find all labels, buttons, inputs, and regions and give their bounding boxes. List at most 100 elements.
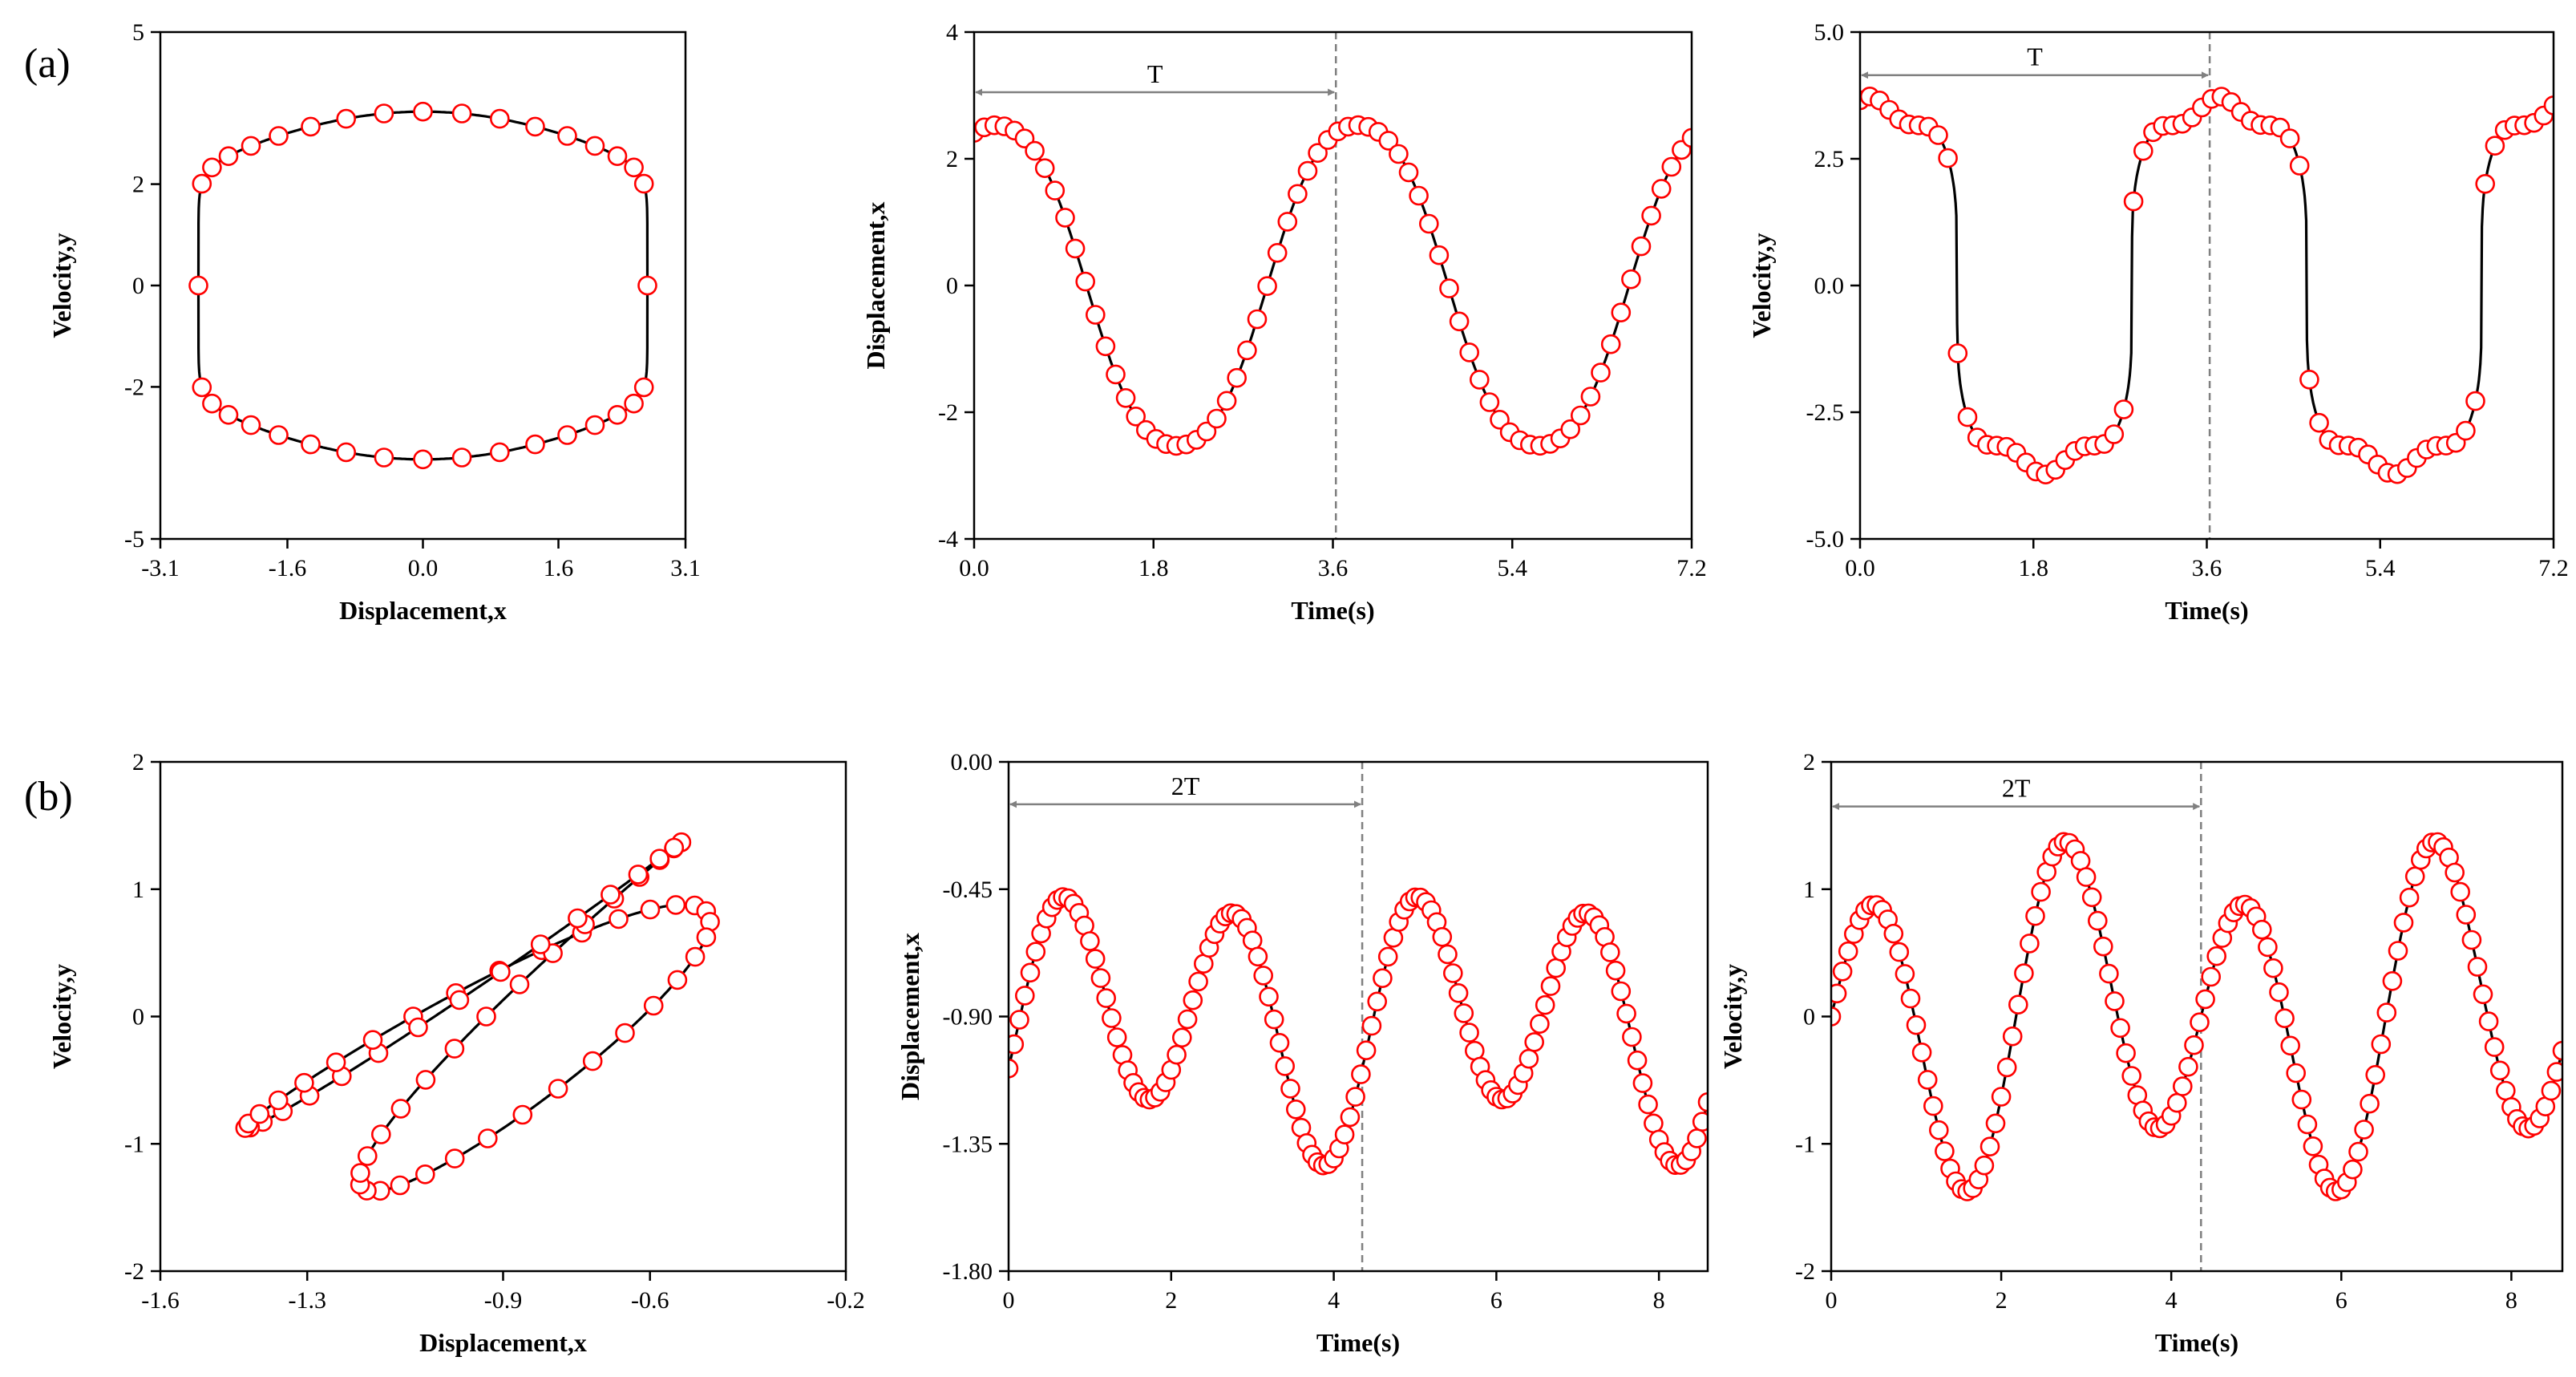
y-tick-label: -2: [1795, 1258, 1815, 1285]
data-point: [2376, 1002, 2397, 1023]
data-point: [2299, 369, 2319, 390]
data-point: [2399, 887, 2420, 908]
data-point: [1367, 991, 1387, 1012]
data-point: [1439, 278, 1459, 298]
x-tick-label: 6: [2335, 1287, 2348, 1314]
data-point: [664, 837, 685, 858]
y-tick-label: -1: [124, 1131, 144, 1157]
data-point: [370, 1124, 391, 1144]
data-point: [1045, 180, 1066, 200]
data-point: [1334, 1124, 1355, 1144]
data-point: [241, 136, 261, 156]
plot-frame: [159, 760, 847, 1273]
data-point: [1015, 986, 1035, 1006]
data-point: [1929, 1120, 1949, 1140]
x-tick-label: 5.4: [1498, 555, 1528, 581]
data-point: [1600, 334, 1621, 354]
y-tick-label: 0: [132, 1004, 144, 1031]
data-point: [2541, 1080, 2562, 1101]
data-point: [1095, 336, 1116, 357]
data-point: [1096, 988, 1116, 1008]
data-point: [2105, 991, 2125, 1011]
data-point: [1351, 1064, 1371, 1084]
data-point: [2388, 941, 2408, 961]
y-tick-label: 2: [946, 146, 958, 172]
y-tick-label: 1: [1803, 877, 1815, 903]
data-point: [2110, 1018, 2130, 1039]
data-point: [1991, 1087, 2012, 1107]
data-point: [1034, 158, 1055, 178]
data-point: [357, 1146, 378, 1166]
chart-phase-portrait-b: -1.6 -1.3 -0.9 -0.6 -0.2 -2 -1 0 1 2 Displacement,…: [47, 749, 865, 1357]
data-point: [415, 1164, 435, 1185]
x-axis-label: Displacement,x: [339, 596, 507, 625]
data-point: [1641, 205, 1661, 226]
data-point: [1519, 1048, 1539, 1069]
data-point: [1917, 1070, 1938, 1090]
data-point: [1900, 988, 1921, 1009]
data-point: [1459, 1023, 1479, 1043]
y-axis-label: Velocity,y: [1747, 233, 1776, 338]
data-point: [1687, 1128, 1707, 1148]
data-point: [615, 1023, 635, 1043]
data-point: [649, 848, 669, 869]
data-point: [1106, 364, 1126, 385]
data-point: [1644, 1113, 1664, 1134]
data-point: [241, 415, 261, 435]
data-point: [390, 1099, 411, 1119]
period-label: 2T: [2002, 774, 2031, 803]
x-tick-label: 4: [1328, 1287, 1340, 1314]
data-point: [1611, 981, 1632, 1002]
data-point: [1183, 990, 1203, 1010]
y-tick-label: 1: [132, 877, 144, 903]
data-point: [2104, 424, 2125, 444]
x-tick-label: 7.2: [2538, 555, 2569, 581]
data-point: [582, 1051, 603, 1071]
data-point: [188, 275, 208, 296]
data-point: [2467, 957, 2488, 977]
data-point: [2475, 174, 2495, 194]
data-point: [2279, 128, 2300, 148]
data-point: [643, 995, 664, 1016]
data-point: [1947, 343, 1968, 363]
data-point: [2393, 913, 2414, 933]
data-point: [249, 1104, 270, 1124]
data-point: [1080, 931, 1100, 951]
data-point: [192, 377, 212, 398]
data-point: [2020, 934, 2040, 954]
data-point: [1280, 1079, 1300, 1099]
y-tick-label: 4: [946, 19, 958, 46]
period-label: 2T: [1171, 772, 1200, 800]
y-tick-label: 2: [1803, 749, 1815, 776]
data-point: [2190, 1012, 2210, 1032]
data-point: [2031, 881, 2051, 902]
data-point: [449, 990, 470, 1010]
data-point: [2093, 936, 2113, 957]
data-point: [1065, 238, 1086, 259]
data-point: [1009, 1034, 1025, 1055]
data-point: [1297, 160, 1318, 181]
data-point: [1490, 409, 1510, 430]
data-point: [624, 393, 644, 414]
y-axis-label: Velocity,y: [47, 964, 76, 1069]
data-point: [2123, 191, 2144, 212]
data-point: [489, 108, 510, 129]
data-point: [336, 108, 357, 129]
data-point: [1661, 156, 1682, 177]
y-tick-label: -2: [938, 399, 958, 426]
data-point: [269, 425, 289, 445]
data-point: [2360, 1093, 2380, 1114]
x-tick-label: -1.6: [141, 1287, 180, 1314]
data-point: [1580, 387, 1601, 407]
data-point: [1631, 236, 1652, 257]
data-point: [218, 404, 239, 425]
row-label-a: (a): [24, 41, 71, 87]
data-point: [525, 434, 545, 455]
data-point: [1616, 1003, 1636, 1024]
data-point: [2002, 1026, 2023, 1047]
data-point: [2121, 1066, 2141, 1086]
data-point: [2309, 412, 2329, 433]
data-point: [1449, 311, 1470, 332]
data-point: [1443, 963, 1463, 983]
